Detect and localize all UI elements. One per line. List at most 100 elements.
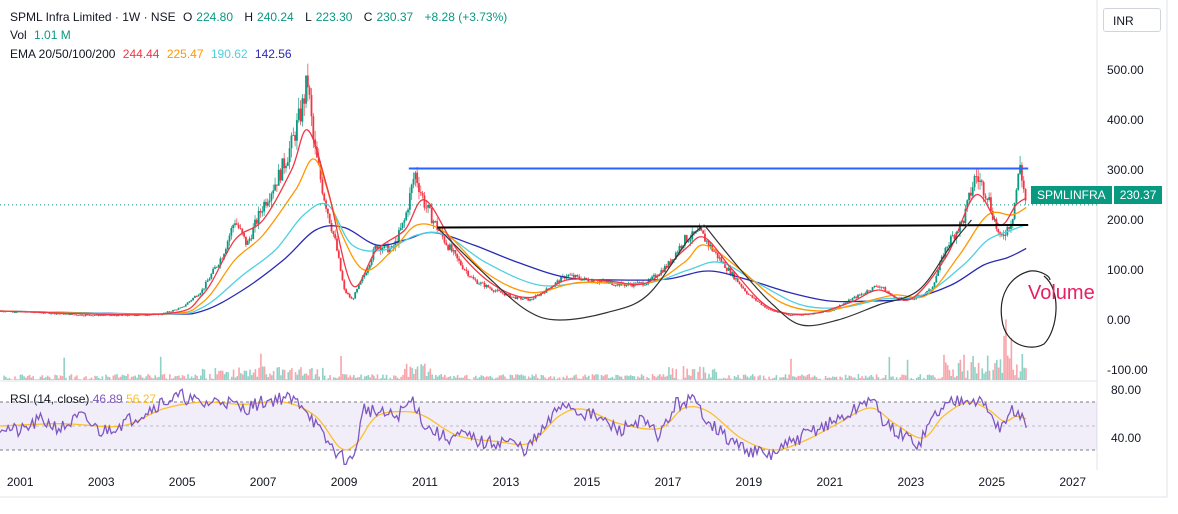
- cup-curve-2[interactable]: [703, 219, 972, 327]
- volume-bar: [937, 378, 940, 380]
- rsi-value: 46.89: [92, 392, 123, 406]
- rsi-axis[interactable]: 80.00 40.00: [1111, 383, 1141, 445]
- volume-bar: [786, 378, 789, 380]
- ema-legend[interactable]: EMA 20/50/100/200 244.44 225.47 190.62 1…: [10, 47, 296, 61]
- candle-body: [365, 272, 368, 276]
- volume-bar: [72, 379, 75, 380]
- candle-body: [257, 210, 260, 224]
- volume-bar: [637, 376, 639, 380]
- volume-bar: [192, 378, 195, 380]
- volume-bar: [167, 379, 169, 380]
- volume-bar: [316, 369, 319, 380]
- volume-bar: [97, 378, 100, 380]
- candle-body: [1017, 173, 1020, 190]
- volume-bar: [833, 376, 836, 380]
- candle-body: [935, 275, 938, 283]
- candle-body: [866, 290, 868, 294]
- volume-bar: [373, 375, 375, 380]
- volume-bar: [686, 368, 688, 380]
- volume-bar: [209, 373, 211, 380]
- volume-bar: [564, 378, 566, 380]
- currency-selector[interactable]: INR: [1103, 8, 1161, 32]
- volume-bar: [872, 376, 874, 380]
- volume-bar: [549, 376, 552, 380]
- volume-bar: [389, 377, 392, 380]
- candle-body: [489, 287, 491, 289]
- volume-bar: [26, 375, 29, 380]
- candle-body: [831, 310, 834, 312]
- volume-bar: [562, 376, 565, 380]
- volume-bar: [367, 375, 370, 380]
- symbol-title[interactable]: SPML Infra Limited · 1W · NSE: [10, 10, 176, 24]
- candle-body: [419, 191, 422, 193]
- volume-bar: [37, 379, 40, 380]
- candle-body: [933, 282, 936, 287]
- volume-bar: [272, 371, 275, 380]
- volume-bar: [108, 377, 111, 380]
- volume-bar: [105, 374, 107, 380]
- volume-legend[interactable]: Vol 1.01 M: [10, 28, 75, 42]
- volume-bar: [770, 378, 772, 380]
- volume-bar: [781, 377, 783, 380]
- candle-body: [474, 279, 477, 281]
- volume-bar: [163, 374, 166, 380]
- volume-bar: [677, 379, 679, 380]
- volume-bar: [538, 379, 541, 380]
- candle-body: [747, 293, 750, 295]
- volume-bar: [394, 375, 397, 380]
- candle-body: [689, 239, 692, 242]
- candle-body: [654, 274, 657, 278]
- candle-body: [243, 233, 245, 237]
- volume-bar: [445, 377, 448, 380]
- volume-annotation-circle[interactable]: [1000, 270, 1057, 348]
- candle-body: [350, 297, 353, 299]
- volume-bar: [6, 378, 9, 380]
- volume-bar: [176, 376, 178, 380]
- cup-curve-1[interactable]: [436, 224, 705, 321]
- candle-body: [698, 227, 701, 231]
- candle-body: [685, 235, 688, 242]
- candle-body: [184, 304, 187, 307]
- volume-bar: [476, 378, 479, 380]
- time-axis[interactable]: 2001 2003 2005 2007 2009 2011 2013 2015 2017 2019…: [7, 475, 1086, 489]
- volume-bar: [638, 377, 641, 380]
- candle-body: [585, 277, 588, 280]
- candle-body: [368, 264, 371, 269]
- candle-body: [684, 235, 686, 246]
- candle-body: [170, 311, 173, 313]
- neckline-trendline[interactable]: [437, 224, 1029, 229]
- volume-bar: [578, 378, 581, 380]
- candle-body: [388, 248, 391, 253]
- candle-body: [223, 253, 225, 259]
- candle-body: [95, 314, 98, 316]
- candle-body: [917, 295, 919, 297]
- candle-body: [102, 315, 105, 317]
- ema50-value: 225.47: [166, 47, 204, 61]
- volume-bar: [812, 376, 814, 380]
- volume-bar: [491, 377, 494, 380]
- candle-body: [68, 313, 71, 315]
- candle-body: [161, 314, 164, 316]
- volume-bar: [527, 376, 530, 380]
- volume-bar: [675, 369, 678, 380]
- candle-body: [531, 299, 533, 301]
- volume-bar: [413, 373, 415, 380]
- rsi-legend[interactable]: RSI (14, close) 46.89 56.27: [10, 392, 156, 406]
- candle-body: [463, 269, 466, 270]
- candle-body: [93, 315, 96, 317]
- candle-body: [847, 299, 850, 302]
- candle-body: [479, 282, 482, 284]
- price-axis[interactable]: 500.00 400.00 300.00 200.00 100.00 0.00 -100.0…: [1107, 63, 1148, 377]
- candle-body: [490, 288, 493, 291]
- candle-body: [800, 314, 803, 316]
- volume-bar: [935, 379, 938, 380]
- candle-body: [984, 195, 987, 199]
- candle-body: [13, 312, 16, 313]
- volume-bar: [977, 362, 980, 380]
- candle-body: [982, 182, 985, 196]
- candle-body: [578, 276, 581, 279]
- volume-bar: [1001, 372, 1004, 380]
- candle-body: [62, 313, 65, 315]
- volume-bar: [48, 377, 51, 380]
